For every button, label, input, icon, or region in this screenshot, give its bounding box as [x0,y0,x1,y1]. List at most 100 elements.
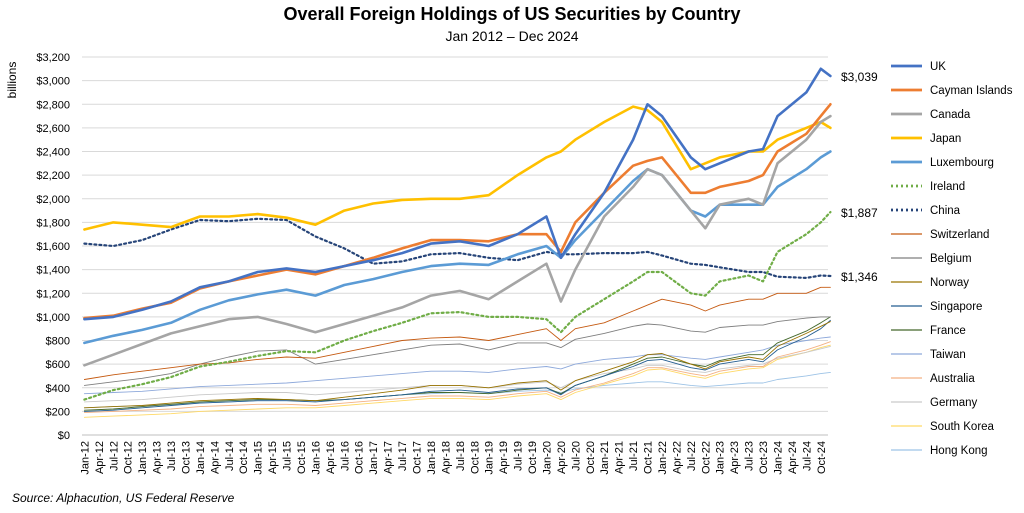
y-tick-label: $3,200 [36,52,70,64]
series-line-south-korea [83,344,831,418]
x-tick-label: Oct-16 [354,441,366,474]
x-tick-label: Apr-24 [787,441,799,474]
x-tick-label: Jul-19 [513,441,525,471]
series-line-france [83,316,831,411]
legend-label: Taiwan [930,349,966,361]
y-tick-label: $1,400 [36,265,70,277]
y-tick-label: $2,800 [36,99,70,111]
series-line-singapore [83,319,831,412]
legend: UK Cayman Islands Canada Japan Luxembourg Ire… [891,61,1013,457]
x-tick-label: Jul-14 [224,441,236,471]
series-line-japan [83,105,832,231]
legend-label: France [930,325,966,337]
x-tick-label: Jul-21 [628,441,640,471]
x-tick-label: Jan-18 [426,441,438,475]
x-tick-label: Jan-13 [137,441,149,475]
gridlines [82,56,828,436]
x-tick-label: Apr-23 [729,441,741,474]
legend-label: Cayman Islands [930,85,1013,97]
series-line-taiwan [83,336,831,395]
series-lines [83,67,832,418]
series-line-cayman-islands [83,103,832,320]
series-line-belgium [83,316,831,386]
series-line-switzerland [83,286,831,380]
x-tick-label: Jan-12 [79,441,91,475]
legend-label: Japan [930,133,961,145]
series-line-canada [83,114,832,367]
y-tick-label: $2,000 [36,194,70,206]
y-axis-ticks: $0 $200 $400 $600 $800 $1,000 $1,200 $1,400 $1,6… [36,52,70,442]
end-value-labels: $3,039 $1,887 $1,346 [841,70,878,284]
x-tick-label: Jan-19 [484,441,496,475]
x-tick-label: Jul-22 [686,441,698,471]
x-tick-label: Oct-14 [238,441,250,474]
x-tick-label: Apr-13 [152,441,164,474]
x-tick-label: Jan-23 [715,441,727,475]
series-line-china [83,217,832,279]
x-tick-label: Jul-23 [744,441,756,471]
x-tick-label: Oct-21 [643,441,655,474]
x-tick-label: Oct-20 [585,441,597,474]
y-tick-label: $0 [58,430,70,442]
legend-label: Belgium [930,253,972,265]
series-line-norway [83,321,831,409]
y-tick-label: $2,200 [36,170,70,182]
x-tick-label: Jan-20 [541,441,553,475]
x-tick-label: Apr-18 [440,441,452,474]
x-tick-label: Apr-22 [671,441,683,474]
legend-label: Australia [930,373,975,385]
x-tick-label: Apr-21 [614,441,626,474]
legend-label: China [930,205,961,217]
x-tick-label: Jul-15 [282,441,294,471]
x-tick-label: Jan-15 [253,441,265,475]
y-tick-label: $200 [46,406,70,418]
y-tick-label: $2,400 [36,147,70,159]
legend-label: UK [930,61,946,73]
x-tick-label: Oct-24 [816,441,828,474]
y-tick-label: $600 [46,359,70,371]
legend-label: Canada [930,109,971,121]
legend-label: Ireland [930,181,965,193]
x-tick-label: Apr-20 [556,441,568,474]
x-tick-label: Oct-12 [123,441,135,474]
x-tick-label: Jul-20 [570,441,582,471]
x-tick-label: Jan-22 [657,441,669,475]
series-line-uk [83,67,832,321]
y-tick-label: $400 [46,383,70,395]
series-line-ireland [83,211,832,401]
x-tick-label: Jul-18 [455,441,467,471]
series-line-germany [83,345,831,403]
x-tick-label: Oct-17 [411,441,423,474]
legend-label: Switzerland [930,229,989,241]
y-tick-label: $2,600 [36,123,70,135]
series-line-luxembourg [83,150,832,345]
y-tick-label: $1,200 [36,288,70,300]
chart-title: Overall Foreign Holdings of US Securitie… [283,4,740,24]
x-tick-label: Jul-16 [339,441,351,471]
y-tick-label: $1,800 [36,217,70,229]
x-tick-label: Oct-23 [758,441,770,474]
x-tick-label: Jul-12 [108,441,120,471]
x-tick-label: Jul-24 [801,441,813,471]
x-tick-label: Jan-17 [368,441,380,475]
y-axis-label: billions [5,62,19,99]
x-tick-label: Jan-21 [599,441,611,475]
y-tick-label: $1,000 [36,312,70,324]
end-label-china: $1,346 [841,270,878,284]
x-tick-label: Jan-14 [195,441,207,475]
x-axis-ticks: Jan-12 Apr-12 Jul-12 Oct-12 Jan-13 Apr-13 Jul-… [79,441,827,475]
legend-label: South Korea [930,421,995,433]
x-tick-label: Apr-14 [209,441,221,474]
x-tick-label: Oct-18 [469,441,481,474]
end-label-ireland: $1,887 [841,206,878,220]
legend-label: Hong Kong [930,445,988,457]
x-tick-label: Apr-17 [383,441,395,474]
x-tick-label: Apr-16 [325,441,337,474]
x-tick-label: Oct-22 [700,441,712,474]
legend-label: Norway [930,277,969,289]
x-tick-label: Apr-12 [94,441,106,474]
x-tick-label: Apr-19 [498,441,510,474]
x-tick-label: Jan-16 [310,441,322,475]
y-tick-label: $3,000 [36,76,70,88]
